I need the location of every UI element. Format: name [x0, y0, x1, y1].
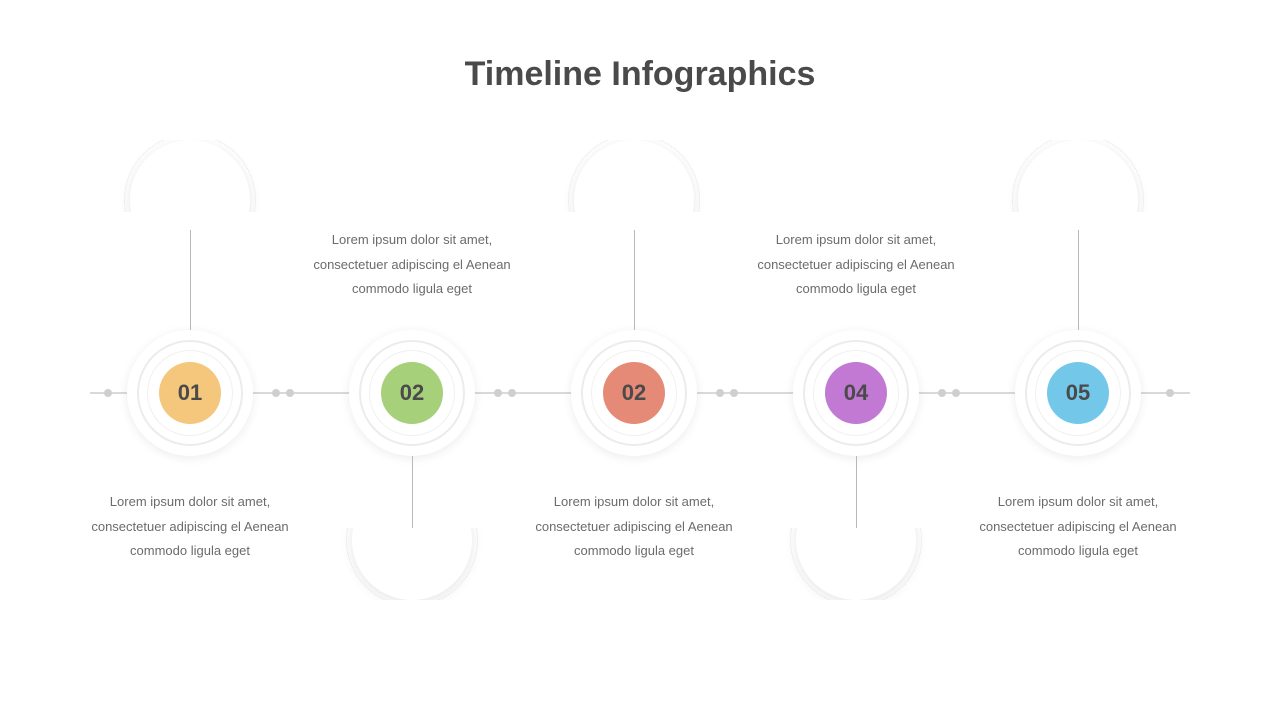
- timeline-dot: [938, 389, 946, 397]
- timeline-node-number: 04: [825, 362, 887, 424]
- timeline-dot: [1166, 389, 1174, 397]
- timeline-stem: [1078, 230, 1079, 330]
- timeline-label-circle: 2021: [574, 140, 694, 212]
- timeline-node: 01: [127, 330, 253, 456]
- timeline-label-circle: 2020: [352, 528, 472, 600]
- timeline-label-circle: Present: [1018, 140, 1138, 212]
- timeline-dot: [272, 389, 280, 397]
- timeline-node: 02: [349, 330, 475, 456]
- timeline-label-circle: Start: [130, 140, 250, 212]
- timeline-desc: Lorem ipsum dolor sit amet, consectetuer…: [534, 490, 734, 564]
- timeline-desc: Lorem ipsum dolor sit amet, consectetuer…: [90, 490, 290, 564]
- timeline-dot: [494, 389, 502, 397]
- timeline-dot: [952, 389, 960, 397]
- timeline-node: 05: [1015, 330, 1141, 456]
- timeline-label-wrap: Start: [110, 140, 270, 212]
- page-title: Timeline Infographics: [0, 55, 1280, 94]
- timeline-dot: [716, 389, 724, 397]
- timeline-desc: Lorem ipsum dolor sit amet, consectetuer…: [756, 228, 956, 302]
- timeline-label-wrap: Present: [998, 140, 1158, 212]
- timeline-desc: Lorem ipsum dolor sit amet, consectetuer…: [978, 490, 1178, 564]
- timeline-desc: Lorem ipsum dolor sit amet, consectetuer…: [312, 228, 512, 302]
- timeline-dot: [286, 389, 294, 397]
- timeline-label-wrap: 2020: [332, 528, 492, 600]
- timeline-node: 02: [571, 330, 697, 456]
- timeline-dot: [104, 389, 112, 397]
- timeline-label-wrap: 2022: [776, 528, 936, 600]
- timeline-stem: [634, 230, 635, 330]
- timeline-dot: [730, 389, 738, 397]
- timeline-node: 04: [793, 330, 919, 456]
- timeline-node-number: 02: [603, 362, 665, 424]
- timeline-node-number: 01: [159, 362, 221, 424]
- timeline-node-number: 05: [1047, 362, 1109, 424]
- timeline-label-wrap: 2021: [554, 140, 714, 212]
- timeline-stem: [190, 230, 191, 330]
- timeline-dot: [508, 389, 516, 397]
- timeline-node-number: 02: [381, 362, 443, 424]
- timeline-label-circle: 2022: [796, 528, 916, 600]
